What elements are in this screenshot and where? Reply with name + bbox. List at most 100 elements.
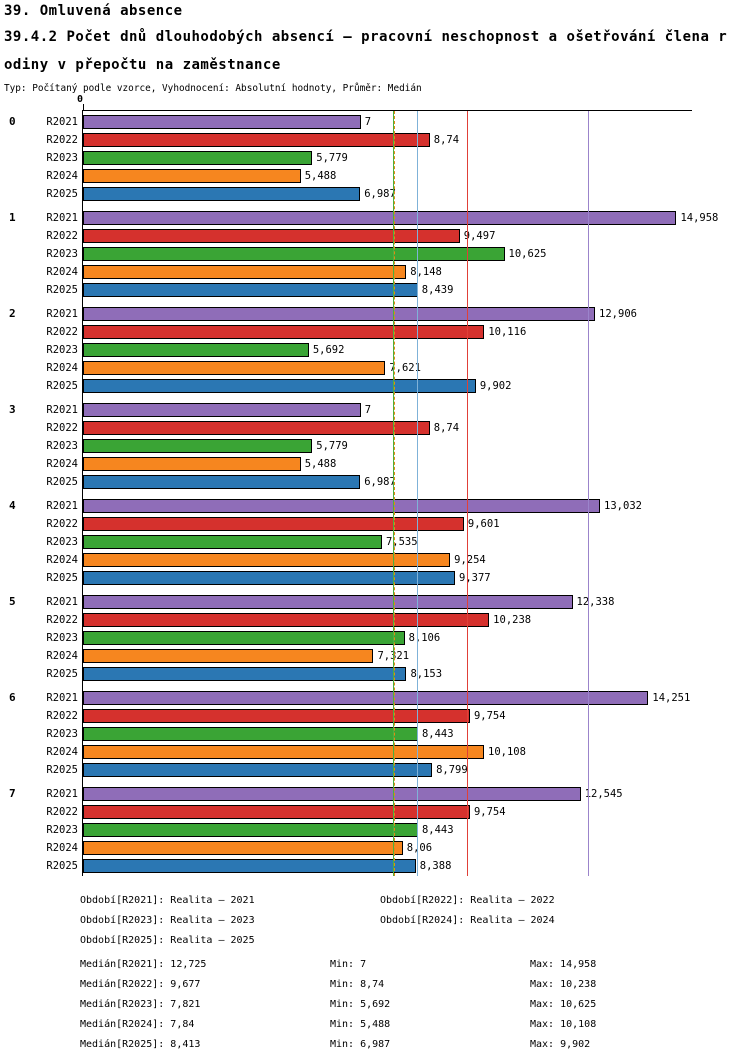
bar-R2022-g6 (83, 709, 470, 723)
bar-row-R2021-g3: R2021 7 (46, 401, 692, 419)
bar-row-R2024-g7: R2024 8,06 (46, 839, 692, 857)
bar-R2025-g5 (83, 667, 407, 681)
series-label-R2021: R2021 (46, 116, 78, 128)
bar-group-0: 0 R2021 7 R2022 8,74 R2023 5,779 R2024 5,488 R202… (9, 113, 692, 203)
series-label-R2025: R2025 (46, 380, 78, 392)
bar-value-R2022-g4: 9,601 (467, 518, 500, 530)
series-label-R2021: R2021 (46, 500, 78, 512)
series-label-R2023: R2023 (46, 344, 78, 356)
legend-period-r2024: Období[R2024]: Realita – 2024 (380, 915, 555, 926)
bar-value-R2025-g0: 6,987 (364, 188, 396, 200)
series-label-R2024: R2024 (46, 170, 78, 182)
bar-R2025-g3 (83, 475, 361, 489)
legend-period-list: Období[R2021]: Realita – 2021 Období[R20… (80, 891, 700, 951)
bar-value-R2024-g2: 7,621 (389, 362, 421, 374)
series-label-R2022: R2022 (46, 422, 78, 434)
bar-value-R2023-g4: 7,535 (385, 536, 418, 548)
bar-row-R2024-g2: R2024 7,621 (46, 359, 692, 377)
stat-min-r2021: Min: 7 (330, 959, 367, 970)
series-label-R2021: R2021 (46, 692, 78, 704)
series-label-R2024: R2024 (46, 746, 78, 758)
bar-group-7: 7 R2021 12,545 R2022 9,754 R2023 8,443 R2024 8,0… (9, 785, 692, 875)
bar-value-R2021-g0: 7 (364, 116, 372, 128)
bar-R2021-g4 (83, 499, 601, 513)
bar-value-R2022-g7: 9,754 (473, 806, 506, 818)
bar-R2024-g0 (83, 169, 301, 183)
bar-R2024-g6 (83, 745, 485, 759)
series-label-R2023: R2023 (46, 824, 78, 836)
bar-value-R2025-g3: 6,987 (364, 476, 396, 488)
bar-R2023-g3 (83, 439, 313, 453)
chart-legend: Období[R2021]: Realita – 2021 Období[R20… (80, 891, 700, 1055)
bar-R2022-g3 (83, 421, 430, 435)
bar-row-R2023-g1: R2023 10,625 (46, 245, 692, 263)
bar-value-R2022-g5: 10,238 (493, 614, 532, 626)
series-label-R2021: R2021 (46, 212, 78, 224)
bar-value-R2025-g4: 9,377 (459, 572, 491, 584)
bar-row-R2022-g3: R2022 8,74 (46, 419, 692, 437)
series-label-R2022: R2022 (46, 230, 78, 242)
bar-value-R2023-g0: 5,779 (316, 152, 348, 164)
bar-row-R2025-g5: R2025 8,153 (46, 665, 692, 683)
category-label-5: 5 (9, 595, 16, 608)
bar-R2023-g6 (83, 727, 418, 741)
bar-R2021-g5 (83, 595, 573, 609)
bar-R2021-g3 (83, 403, 361, 417)
bar-row-R2025-g3: R2025 6,987 (46, 473, 692, 491)
series-label-R2022: R2022 (46, 806, 78, 818)
bar-row-R2025-g1: R2025 8,439 (46, 281, 692, 299)
bar-value-R2024-g4: 9,254 (454, 554, 486, 566)
bar-R2025-g2 (83, 379, 476, 393)
bar-row-R2023-g5: R2023 8,106 (46, 629, 692, 647)
series-label-R2023: R2023 (46, 152, 78, 164)
bar-R2023-g5 (83, 631, 405, 645)
x-axis-tick (83, 104, 84, 111)
report-subtitle: Typ: Počítaný podle vzorce, Vyhodnocení:… (4, 83, 422, 94)
bar-R2021-g2 (83, 307, 596, 321)
legend-stats-table: Medián[R2021]: 12,725 Min: 7 Max: 14,958… (80, 955, 700, 1055)
series-label-R2021: R2021 (46, 596, 78, 608)
series-label-R2022: R2022 (46, 614, 78, 626)
series-label-R2022: R2022 (46, 134, 78, 146)
series-label-R2025: R2025 (46, 764, 78, 776)
bar-row-R2023-g2: R2023 5,692 (46, 341, 692, 359)
report-title-line-2: odiny v přepočtu na zaměstnance (4, 57, 281, 73)
bar-group-2: 2 R2021 12,906 R2022 10,116 R2023 5,692 R2024 7,… (9, 305, 692, 395)
bar-R2023-g7 (83, 823, 418, 837)
plot-area: 0 0 R2021 7 R2022 8,74 R2023 5,779 R2024 5,488 R2… (9, 94, 718, 876)
stat-min-r2023: Min: 5,692 (330, 999, 391, 1010)
stat-max-r2021: Max: 14,958 (530, 959, 597, 970)
bar-row-R2024-g5: R2024 7,321 (46, 647, 692, 665)
bar-value-R2024-g1: 8,148 (410, 266, 442, 278)
bar-row-R2025-g2: R2025 9,902 (46, 377, 692, 395)
stat-median-r2022: Medián[R2022]: 9,677 (80, 979, 201, 990)
bar-R2022-g2 (83, 325, 485, 339)
series-label-R2025: R2025 (46, 188, 78, 200)
series-label-R2023: R2023 (46, 248, 78, 260)
bar-R2022-g1 (83, 229, 460, 243)
series-label-R2025: R2025 (46, 860, 78, 872)
bar-R2024-g2 (83, 361, 386, 375)
bar-row-R2021-g5: R2021 12,338 (46, 593, 692, 611)
series-label-R2022: R2022 (46, 326, 78, 338)
bar-row-R2024-g4: R2024 9,254 (46, 551, 692, 569)
bar-value-R2023-g3: 5,779 (316, 440, 348, 452)
stat-max-r2022: Max: 10,238 (530, 979, 597, 990)
bar-row-R2025-g4: R2025 9,377 (46, 569, 692, 587)
stat-max-r2023: Max: 10,625 (530, 999, 597, 1010)
category-label-1: 1 (9, 211, 16, 224)
bar-row-R2024-g0: R2024 5,488 (46, 167, 692, 185)
bar-R2024-g5 (83, 649, 374, 663)
bar-value-R2023-g6: 8,443 (421, 728, 454, 740)
series-label-R2024: R2024 (46, 842, 78, 854)
bar-R2024-g1 (83, 265, 407, 279)
report-title-line-1: 39.4.2 Počet dnů dlouhodobých absencí – … (4, 29, 728, 45)
legend-period-r2022: Období[R2022]: Realita – 2022 (380, 895, 555, 906)
bar-R2021-g7 (83, 787, 581, 801)
bar-group-4: 4 R2021 13,032 R2022 9,601 R2023 7,535 R2024 9,2… (9, 497, 692, 587)
series-label-R2024: R2024 (46, 554, 78, 566)
series-label-R2025: R2025 (46, 572, 78, 584)
bar-value-R2024-g6: 10,108 (488, 746, 526, 758)
bar-R2024-g4 (83, 553, 451, 567)
series-label-R2023: R2023 (46, 728, 78, 740)
